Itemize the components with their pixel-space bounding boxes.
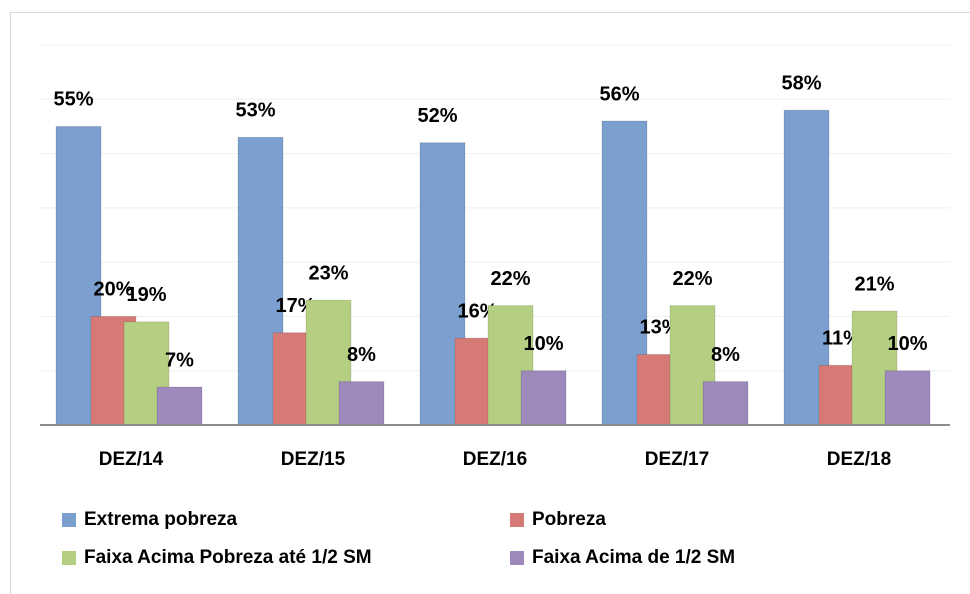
- value-label: 58%: [781, 72, 821, 94]
- value-label: 7%: [165, 349, 194, 371]
- legend-swatch: [510, 551, 524, 565]
- bar: [338, 381, 385, 426]
- legend-swatch: [510, 513, 524, 527]
- bar: [156, 386, 203, 426]
- legend-swatch: [62, 513, 76, 527]
- value-label: 11%: [822, 328, 861, 350]
- value-label: 22%: [490, 268, 530, 290]
- x-tick-label: DEZ/15: [281, 449, 346, 470]
- legend-label: Pobreza: [532, 509, 606, 530]
- x-tick-label: DEZ/14: [99, 449, 164, 470]
- x-tick-label: DEZ/18: [827, 449, 891, 470]
- value-label: 55%: [53, 89, 93, 111]
- value-label: 10%: [887, 333, 927, 355]
- value-label: 23%: [308, 262, 348, 284]
- bar: [520, 370, 567, 426]
- legend-label: Faixa Acima de 1/2 SM: [532, 547, 735, 568]
- value-label: 21%: [854, 273, 894, 295]
- legend-swatch: [62, 551, 76, 565]
- x-tick-label: DEZ/16: [463, 449, 527, 470]
- bar: [884, 370, 931, 426]
- value-label: 8%: [711, 344, 740, 366]
- value-label: 20%: [93, 279, 133, 301]
- value-label: 19%: [126, 284, 166, 306]
- x-tick-label: DEZ/17: [645, 449, 709, 470]
- value-label: 10%: [523, 333, 563, 355]
- value-label: 53%: [235, 100, 275, 122]
- value-label: 13%: [639, 317, 679, 339]
- value-label: 52%: [417, 105, 457, 127]
- legend-label: Extrema pobreza: [84, 509, 238, 530]
- value-label: 17%: [275, 295, 315, 317]
- bar: [702, 381, 749, 426]
- value-label: 8%: [347, 344, 376, 366]
- value-label: 16%: [457, 300, 497, 322]
- value-label: 22%: [672, 268, 712, 290]
- value-label: 56%: [599, 83, 639, 105]
- legend-label: Faixa Acima Pobreza até 1/2 SM: [84, 547, 372, 568]
